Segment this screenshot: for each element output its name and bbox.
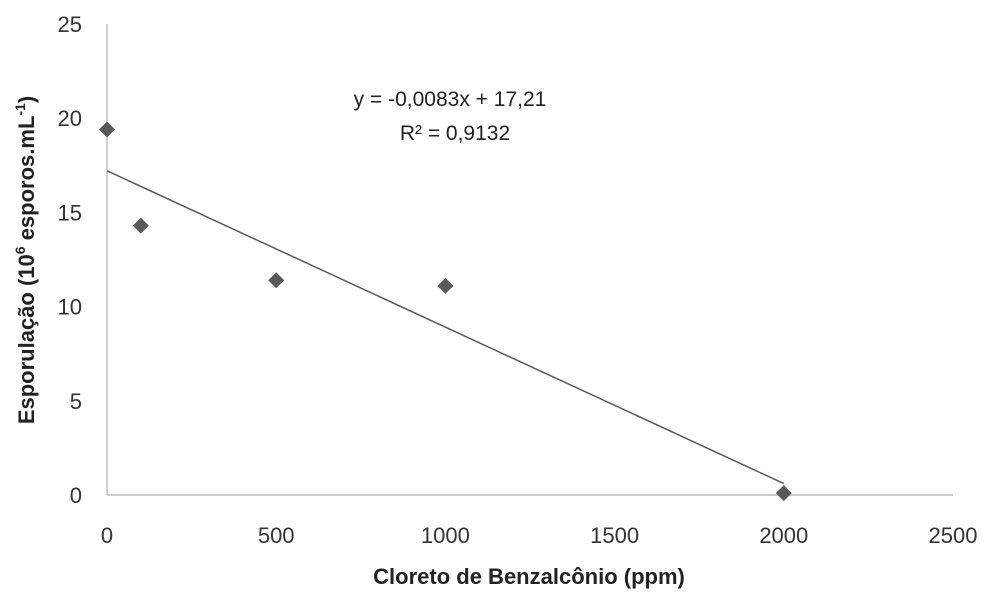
data-point	[268, 272, 285, 289]
y-tick-label: 20	[58, 106, 82, 131]
y-axis-title-exp1: 6	[12, 246, 28, 254]
y-tick-label: 5	[70, 389, 82, 414]
x-tick-label: 2500	[929, 523, 978, 548]
x-tick-label: 1500	[590, 523, 639, 548]
x-tick-labels: 0 500 1000 1500 2000 2500	[101, 523, 978, 548]
trendline-r-squared: R² = 0,9132	[400, 122, 510, 145]
y-tick-label: 0	[70, 483, 82, 508]
data-point	[437, 277, 454, 294]
y-tick-label: 25	[58, 12, 82, 37]
y-tick-label: 10	[58, 295, 82, 320]
data-point	[132, 217, 149, 234]
y-axis-title-exp2: -1	[12, 103, 28, 116]
x-tick-label: 1000	[421, 523, 470, 548]
trendline	[106, 170, 785, 485]
data-points	[99, 121, 792, 502]
y-tick-label: 15	[58, 200, 82, 225]
x-tick-label: 0	[101, 523, 113, 548]
x-tick-label: 2000	[759, 523, 808, 548]
y-tick-labels: 0 5 10 15 20 25	[58, 12, 82, 508]
y-axis-title-suffix: )	[14, 96, 39, 103]
x-tick-label: 500	[258, 523, 295, 548]
y-axis-title-mid: esporos.mL	[14, 116, 39, 247]
trendline-equation: y = -0,0083x + 17,21	[354, 88, 547, 111]
data-point	[99, 121, 115, 138]
data-point	[775, 485, 792, 502]
x-axis-title: Cloreto de Benzalcônio (ppm)	[373, 564, 685, 589]
y-axis-title: Esporulação (106 esporos.mL-1)	[12, 96, 39, 424]
y-axis-title-prefix: Esporulação (10	[14, 254, 39, 424]
plot-area	[106, 24, 953, 496]
